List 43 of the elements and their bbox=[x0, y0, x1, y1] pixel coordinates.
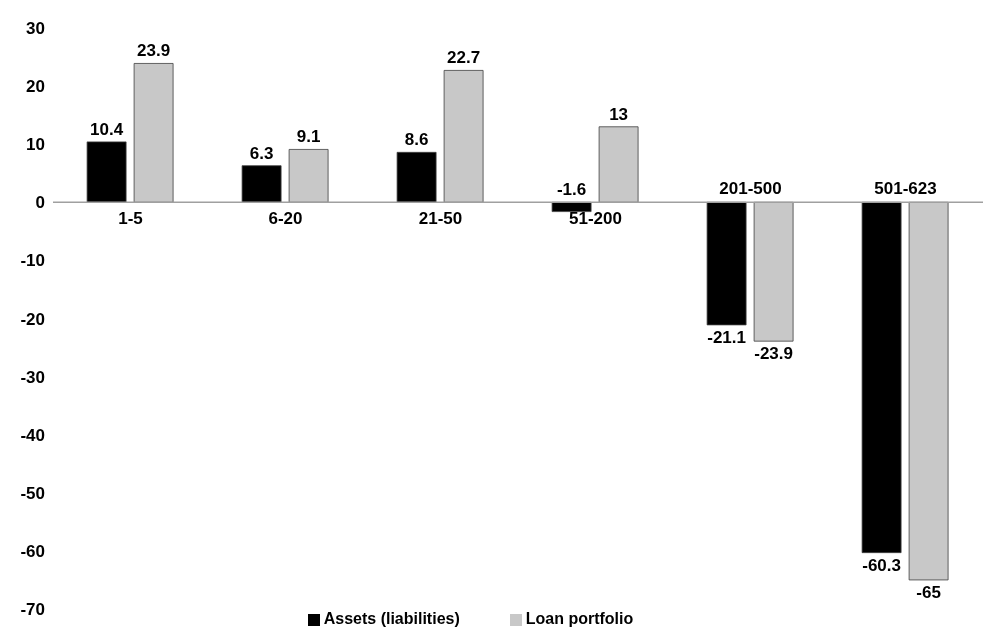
data-label: 13 bbox=[609, 104, 629, 124]
data-label: 6.3 bbox=[249, 143, 274, 163]
data-label: -1.6 bbox=[556, 180, 587, 200]
bar bbox=[908, 201, 949, 581]
y-tick-label: 10 bbox=[26, 135, 45, 155]
bar bbox=[861, 201, 902, 554]
x-tick-label: 21-50 bbox=[418, 209, 463, 229]
x-tick-label: 51-200 bbox=[569, 209, 622, 229]
data-label: 22.7 bbox=[447, 48, 481, 68]
x-tick-label: 501-623 bbox=[874, 179, 937, 199]
bar bbox=[133, 63, 174, 203]
x-tick-label: 201-500 bbox=[719, 179, 782, 199]
y-tick-label: 20 bbox=[26, 77, 45, 97]
legend-label: Loan portfolio bbox=[525, 610, 634, 627]
data-label: -23.9 bbox=[754, 344, 793, 364]
bar bbox=[288, 149, 329, 203]
bar bbox=[598, 126, 639, 203]
bar bbox=[706, 201, 747, 326]
y-tick-label: -20 bbox=[20, 309, 45, 329]
data-label: -21.1 bbox=[707, 327, 746, 347]
y-tick-label: -50 bbox=[20, 483, 45, 503]
y-tick-label: -30 bbox=[20, 367, 45, 387]
y-tick-label: -70 bbox=[20, 600, 45, 620]
y-tick-label: 0 bbox=[35, 193, 45, 213]
data-label: 8.6 bbox=[404, 130, 429, 150]
bar bbox=[551, 201, 592, 212]
y-tick-label: -10 bbox=[20, 251, 45, 271]
bar bbox=[753, 201, 794, 342]
bar bbox=[443, 70, 484, 203]
bar bbox=[241, 165, 282, 203]
x-tick-label: 1-5 bbox=[118, 209, 143, 229]
data-label: 10.4 bbox=[90, 119, 124, 139]
bar bbox=[86, 141, 127, 203]
y-tick-label: 30 bbox=[26, 19, 45, 39]
y-tick-label: -60 bbox=[20, 541, 45, 561]
data-label: -65 bbox=[916, 582, 941, 602]
bar bbox=[396, 151, 437, 203]
data-label: 9.1 bbox=[296, 127, 321, 147]
x-tick-label: 6-20 bbox=[268, 209, 303, 229]
y-tick-label: -40 bbox=[20, 425, 45, 445]
data-label: -60.3 bbox=[862, 555, 901, 575]
legend-label: Assets (liabilities) bbox=[323, 610, 460, 627]
data-label: 23.9 bbox=[137, 41, 171, 61]
